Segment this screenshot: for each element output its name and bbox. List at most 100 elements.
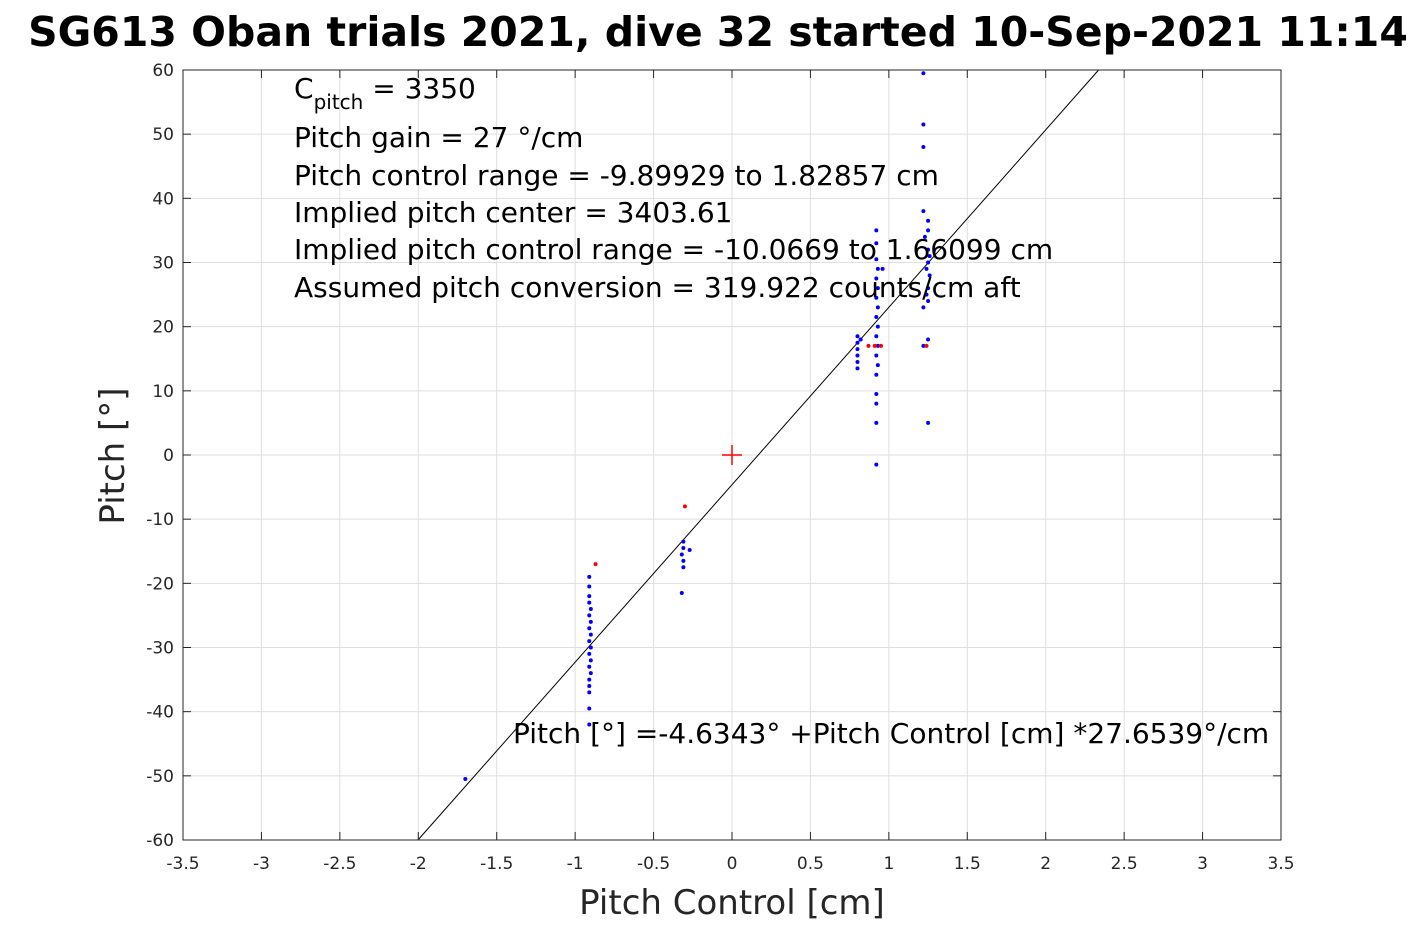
data-point — [588, 632, 593, 637]
data-point — [587, 574, 592, 579]
data-point — [588, 607, 593, 611]
y-tick-labels: -60 -50 -40 -30 -20 -10 0 10 20 30 40 50 60 — [146, 61, 174, 851]
data-point — [681, 558, 686, 563]
data-point — [875, 266, 880, 271]
data-point — [588, 619, 593, 624]
data-point — [588, 645, 593, 650]
data-point — [681, 565, 686, 570]
data-point — [921, 122, 926, 127]
c-pitch-subscript: pitch — [314, 90, 364, 114]
data-point — [874, 392, 879, 397]
data-point — [587, 639, 592, 644]
data-point — [587, 651, 592, 656]
control-range-annotation: Pitch control range = -9.89929 to 1.8285… — [294, 159, 939, 192]
data-point — [875, 305, 880, 310]
data-point — [687, 547, 692, 552]
x-tick-label: 0 — [727, 854, 738, 874]
conversion-annotation: Assumed pitch conversion = 319.922 count… — [294, 271, 1021, 304]
data-point — [874, 241, 879, 246]
data-point — [880, 266, 885, 271]
x-tick-label: 0.5 — [797, 854, 824, 874]
fit-line-layer — [417, 69, 1099, 841]
x-tick-label: 1 — [883, 854, 894, 874]
data-point — [926, 218, 931, 223]
data-point — [874, 295, 879, 300]
data-point — [587, 690, 592, 695]
data-point — [926, 337, 931, 342]
data-point — [926, 247, 931, 252]
data-point — [926, 286, 931, 291]
data-point — [588, 658, 593, 663]
data-point — [926, 228, 931, 233]
axis-ticks — [182, 69, 1282, 841]
data-point — [587, 664, 592, 669]
x-tick-labels: -3.5 -3 -2.5 -2 -1.5 -1 -0.5 0 0.5 1 1.5 2 2.5 3 3.5 — [166, 854, 1294, 874]
data-point — [874, 315, 879, 320]
x-tick-label: 3 — [1197, 854, 1208, 874]
y-tick-label: 60 — [152, 61, 174, 81]
excluded-data-point — [682, 504, 687, 509]
data-point — [874, 372, 879, 377]
excluded-data-point — [879, 343, 884, 348]
data-point — [681, 539, 686, 544]
data-point — [855, 340, 860, 345]
c-pitch-annotation: Cpitch = 3350 — [294, 72, 476, 114]
data-point — [921, 71, 926, 76]
y-tick-label: 0 — [163, 446, 174, 466]
data-point — [921, 209, 926, 214]
data-point — [681, 546, 686, 551]
excluded-data-point — [924, 343, 929, 348]
y-tick-label: 50 — [152, 125, 174, 145]
data-point — [921, 343, 926, 348]
data-point — [875, 363, 880, 368]
data-point — [587, 584, 592, 589]
y-tick-label: -60 — [146, 831, 174, 851]
x-tick-label: 3.5 — [1267, 854, 1294, 874]
x-tick-label: 1.5 — [954, 854, 981, 874]
data-point — [874, 228, 879, 233]
data-point — [875, 286, 880, 291]
y-tick-label: -50 — [146, 767, 174, 787]
c-pitch-value: = 3350 — [363, 72, 476, 105]
data-point — [924, 292, 929, 297]
data-point — [587, 613, 592, 618]
data-point — [926, 299, 931, 303]
x-tick-label: -3 — [253, 854, 270, 874]
data-point — [588, 671, 593, 676]
data-points — [463, 71, 932, 782]
y-tick-label: -20 — [146, 574, 174, 594]
data-point — [874, 420, 879, 425]
y-tick-label: 20 — [152, 318, 174, 338]
data-point — [874, 401, 879, 406]
y-tick-label: 10 — [152, 382, 174, 402]
data-point — [875, 343, 880, 348]
pitch-gain-annotation: Pitch gain = 27 °/cm — [294, 121, 583, 154]
x-tick-label: -2.5 — [323, 854, 356, 874]
info-annotation: Cpitch = 3350 Pitch gain = 27 °/cm Pitch… — [294, 72, 1053, 304]
y-axis-label: Pitch [°] — [93, 387, 133, 524]
data-point — [927, 254, 932, 259]
data-point — [855, 334, 860, 339]
x-tick-label: 2 — [1040, 854, 1051, 874]
data-point — [874, 353, 879, 358]
y-tick-label: -40 — [146, 703, 174, 723]
implied-center-annotation: Implied pitch center = 3403.61 — [294, 196, 732, 229]
y-tick-label: 40 — [152, 189, 174, 209]
fit-line — [417, 69, 1099, 841]
x-tick-label: -0.5 — [637, 854, 670, 874]
data-point — [587, 600, 592, 605]
fit-equation-annotation: Pitch [°] =-4.6343° +Pitch Control [cm] … — [513, 717, 1269, 750]
data-point — [874, 276, 879, 281]
data-point — [587, 684, 592, 688]
data-point — [855, 347, 860, 352]
y-tick-label: -30 — [146, 639, 174, 659]
x-axis-label: Pitch Control [cm] — [579, 883, 885, 923]
chart-title: SG613 Oban trials 2021, dive 32 started … — [28, 8, 1408, 56]
y-tick-label: -10 — [146, 510, 174, 530]
x-tick-label: -2 — [410, 854, 427, 874]
data-point — [924, 266, 929, 271]
data-point — [921, 145, 926, 149]
data-point — [926, 260, 931, 265]
implied-range-annotation: Implied pitch control range = -10.0669 t… — [294, 233, 1053, 266]
excluded-data-point — [593, 562, 598, 567]
